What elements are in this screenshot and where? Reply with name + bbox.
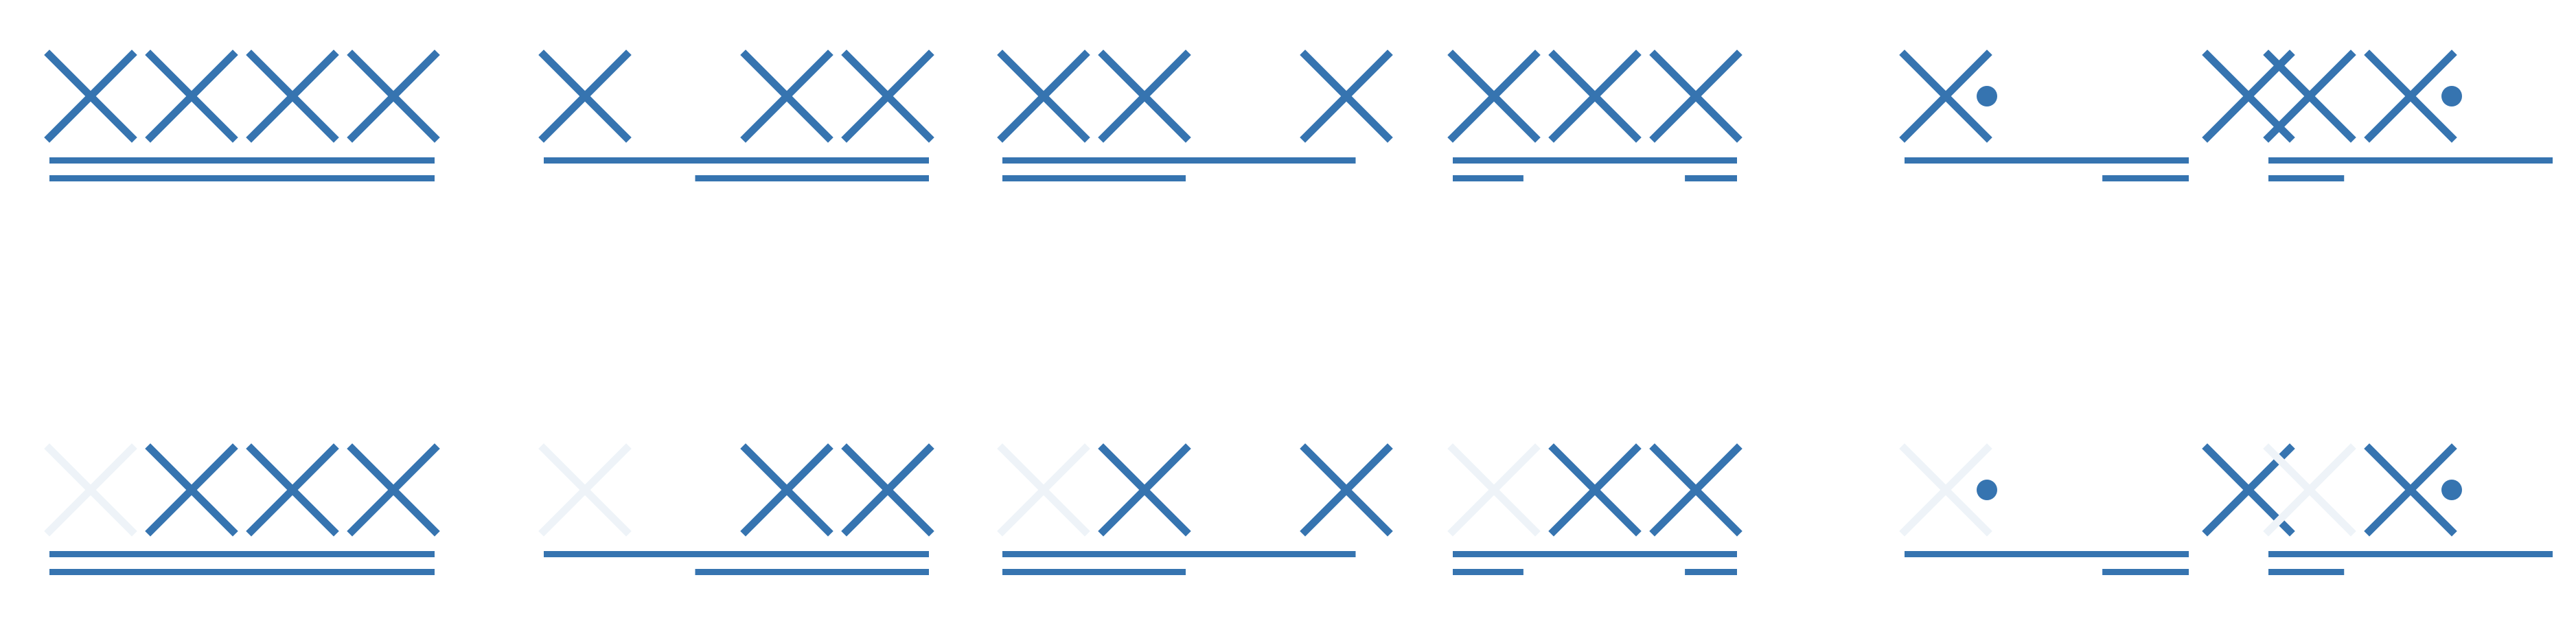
cross-mark-stroke bbox=[538, 443, 632, 537]
cross-mark-stroke bbox=[1649, 443, 1743, 537]
span-bar bbox=[1453, 175, 1523, 181]
span-bar bbox=[49, 569, 435, 575]
span-bar bbox=[1685, 569, 1737, 575]
cross-mark-stroke bbox=[2263, 443, 2356, 537]
dot-mark bbox=[1977, 480, 1997, 500]
cross-mark-stroke bbox=[1649, 49, 1743, 143]
span-bar bbox=[1453, 157, 1737, 164]
cross-mark-stroke bbox=[538, 49, 632, 143]
cross-mark-stroke bbox=[997, 443, 1090, 537]
span-bar bbox=[1453, 569, 1523, 575]
cross-mark-stroke bbox=[145, 49, 238, 143]
dot-mark bbox=[1977, 86, 1997, 106]
cross-mark-stroke bbox=[2202, 49, 2295, 143]
cross-mark-stroke bbox=[2364, 49, 2457, 143]
span-bar bbox=[2102, 569, 2189, 575]
span-bar bbox=[1905, 551, 2189, 557]
cross-mark-stroke bbox=[1447, 49, 1541, 143]
span-bar bbox=[695, 569, 929, 575]
cross-mark-stroke bbox=[1548, 443, 1642, 537]
span-bar bbox=[2268, 157, 2553, 164]
span-bar bbox=[1002, 175, 1186, 181]
cross-mark-stroke bbox=[997, 49, 1090, 143]
cross-mark-stroke bbox=[246, 443, 339, 537]
cross-mark-stroke bbox=[347, 49, 440, 143]
cross-mark-stroke bbox=[1300, 49, 1393, 143]
cross-mark-stroke bbox=[347, 443, 440, 537]
cross-mark-stroke bbox=[44, 443, 137, 537]
span-bar bbox=[544, 551, 929, 557]
cross-mark-stroke bbox=[2364, 443, 2457, 537]
span-bar bbox=[2268, 551, 2553, 557]
cross-mark-stroke bbox=[740, 49, 833, 143]
cross-mark-stroke bbox=[1899, 49, 1992, 143]
cross-mark-stroke bbox=[1098, 49, 1191, 143]
cross-mark-stroke bbox=[1098, 443, 1191, 537]
span-bar bbox=[1905, 157, 2189, 164]
span-bar bbox=[1002, 551, 1356, 557]
cross-mark-stroke bbox=[841, 443, 934, 537]
span-bar bbox=[1685, 175, 1737, 181]
span-bar bbox=[49, 157, 435, 164]
span-bar bbox=[49, 175, 435, 181]
cross-mark-stroke bbox=[1548, 49, 1642, 143]
cross-mark-stroke bbox=[740, 443, 833, 537]
cross-mark-stroke bbox=[2202, 443, 2295, 537]
span-bar bbox=[1453, 551, 1737, 557]
cross-mark-stroke bbox=[145, 443, 238, 537]
cross-mark-stroke bbox=[1899, 443, 1992, 537]
span-bar bbox=[2268, 569, 2345, 575]
span-bar bbox=[1002, 569, 1186, 575]
cross-mark-stroke bbox=[1447, 443, 1541, 537]
cross-mark-stroke bbox=[44, 49, 137, 143]
span-bar bbox=[49, 551, 435, 557]
span-bar bbox=[1002, 157, 1356, 164]
span-bar bbox=[544, 157, 929, 164]
cross-mark-stroke bbox=[2263, 49, 2356, 143]
span-bar bbox=[2102, 175, 2189, 181]
span-bar bbox=[695, 175, 929, 181]
dot-mark bbox=[2441, 480, 2462, 500]
cross-mark-stroke bbox=[246, 49, 339, 143]
dot-mark bbox=[2441, 86, 2462, 106]
cross-mark-stroke bbox=[841, 49, 934, 143]
cross-mark-stroke bbox=[1300, 443, 1393, 537]
span-bar bbox=[2268, 175, 2345, 181]
